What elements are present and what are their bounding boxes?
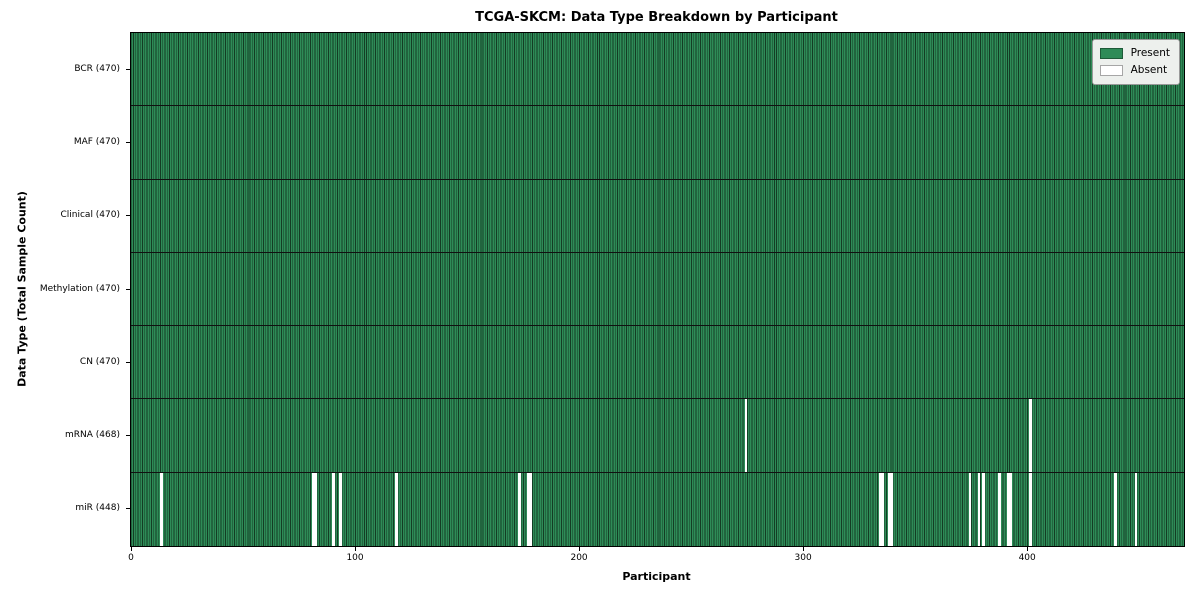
heatmap-row-methylation [131,252,1184,327]
absent-cell [744,399,748,472]
legend-item-present: Present [1099,45,1170,62]
absent-cell [1029,472,1032,546]
absent-cell [1009,472,1012,546]
x-axis-title: Participant [622,570,691,583]
absent-cell [527,472,531,546]
legend: Present Absent [1091,39,1180,85]
absent-swatch-icon [1099,65,1123,76]
absent-cell [332,472,336,546]
y-tick-label: Methylation (470) [39,283,120,294]
absent-cell [339,472,342,546]
absent-cell [982,472,985,546]
x-tick-mark [1027,547,1029,551]
x-tick-label: 300 [794,553,812,563]
legend-label-present: Present [1130,47,1170,59]
x-tick-mark [131,547,132,551]
y-tick-mark [126,141,130,143]
y-tick-label: miR (448) [75,503,120,514]
absent-cell [314,472,318,546]
plot-area: Present Absent [130,32,1185,547]
chart-title: TCGA-SKCM: Data Type Breakdown by Partic… [475,10,838,25]
heatmap-row-cn [131,326,1184,400]
legend-item-absent: Absent [1099,62,1170,79]
y-tick-mark [126,68,130,70]
y-tick-label: MAF (470) [73,136,120,147]
absent-cell [159,472,163,546]
absent-cell [879,472,882,546]
absent-cell [881,472,885,546]
x-tick-label: 400 [1018,553,1036,563]
absent-cell [888,472,891,546]
y-tick-mark [126,508,130,510]
y-tick-label: Clinical (470) [60,210,120,221]
x-tick-mark [803,547,805,551]
x-tick-label: 200 [570,553,588,563]
y-tick-mark [126,435,130,437]
absent-cell [395,472,398,546]
absent-cell [890,472,894,546]
heatmap-row-clinical [131,179,1184,253]
y-tick-mark [126,288,130,290]
x-tick-mark [355,547,357,551]
absent-cell [1006,472,1010,546]
heatmap-row-bcr [131,33,1184,107]
absent-cell [529,472,533,546]
legend-label-absent: Absent [1130,64,1168,76]
absent-cell [997,472,1001,546]
absent-cell [977,472,981,546]
absent-cell [1029,399,1032,472]
x-tick-mark [579,547,581,551]
y-tick-label: CN (470) [79,356,120,367]
absent-cell [518,472,522,546]
present-swatch-icon [1099,48,1123,59]
absent-cell [312,472,315,546]
absent-cell [968,472,972,546]
heatmap-row-maf [131,106,1184,180]
x-tick-label: 0 [128,553,134,563]
heatmap-row-mrna [131,399,1184,473]
y-tick-mark [126,361,130,363]
heatmap-row-mir [131,472,1184,546]
y-tick-label: BCR (470) [74,63,120,74]
y-tick-label: mRNA (468) [65,430,120,441]
x-tick-label: 100 [346,553,364,563]
absent-cell [1114,472,1118,546]
absent-cell [1134,472,1138,546]
y-tick-mark [126,215,130,217]
